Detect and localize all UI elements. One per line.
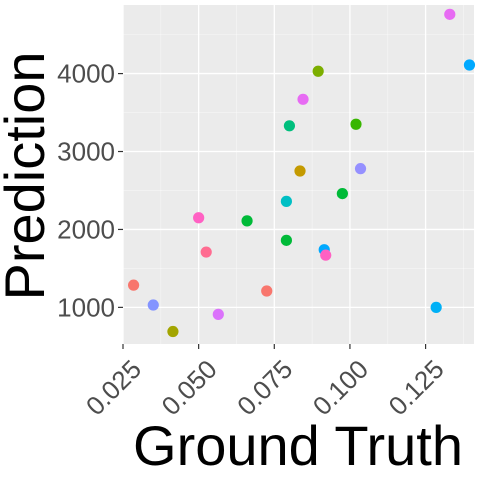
y-tick-label: 3000	[57, 137, 115, 167]
data-points	[127, 8, 476, 338]
y-tick-label: 4000	[57, 59, 115, 89]
x-axis-ticks	[122, 344, 427, 349]
y-tick-label: 2000	[57, 214, 115, 244]
data-point	[283, 120, 296, 132]
data-point	[463, 59, 476, 71]
data-point	[312, 65, 324, 77]
data-point	[430, 301, 442, 313]
data-point	[297, 93, 309, 105]
data-point	[320, 249, 332, 261]
data-point	[261, 285, 273, 297]
x-tick-label: 0.025	[80, 354, 147, 421]
data-point	[294, 165, 306, 177]
data-point	[336, 187, 348, 200]
data-point	[280, 234, 292, 246]
data-point	[354, 163, 367, 175]
x-tick-label: 0.050	[156, 354, 223, 421]
y-axis-ticks	[118, 72, 123, 308]
data-point	[280, 195, 292, 207]
y-axis-title: Prediction	[0, 51, 56, 300]
data-point	[212, 308, 224, 320]
data-point	[147, 299, 159, 311]
x-tick-label: 0.125	[382, 354, 449, 421]
data-point	[200, 246, 212, 258]
x-axis-title: Ground Truth	[133, 414, 463, 477]
data-point	[444, 8, 456, 20]
x-tick-label: 0.100	[307, 354, 374, 421]
data-point	[167, 325, 179, 338]
grid-minor	[123, 5, 474, 344]
data-point	[193, 212, 205, 224]
y-tick-label: 1000	[57, 292, 115, 322]
grid-major	[122, 5, 474, 344]
x-axis-tick-labels: 0.025 0.050 0.075 0.100 0.125	[80, 354, 450, 421]
data-point	[241, 215, 253, 227]
x-tick-label: 0.075	[231, 354, 298, 421]
data-point	[350, 118, 362, 130]
y-axis-tick-labels: 1000 2000 3000 4000	[57, 59, 115, 323]
data-point	[127, 279, 140, 291]
